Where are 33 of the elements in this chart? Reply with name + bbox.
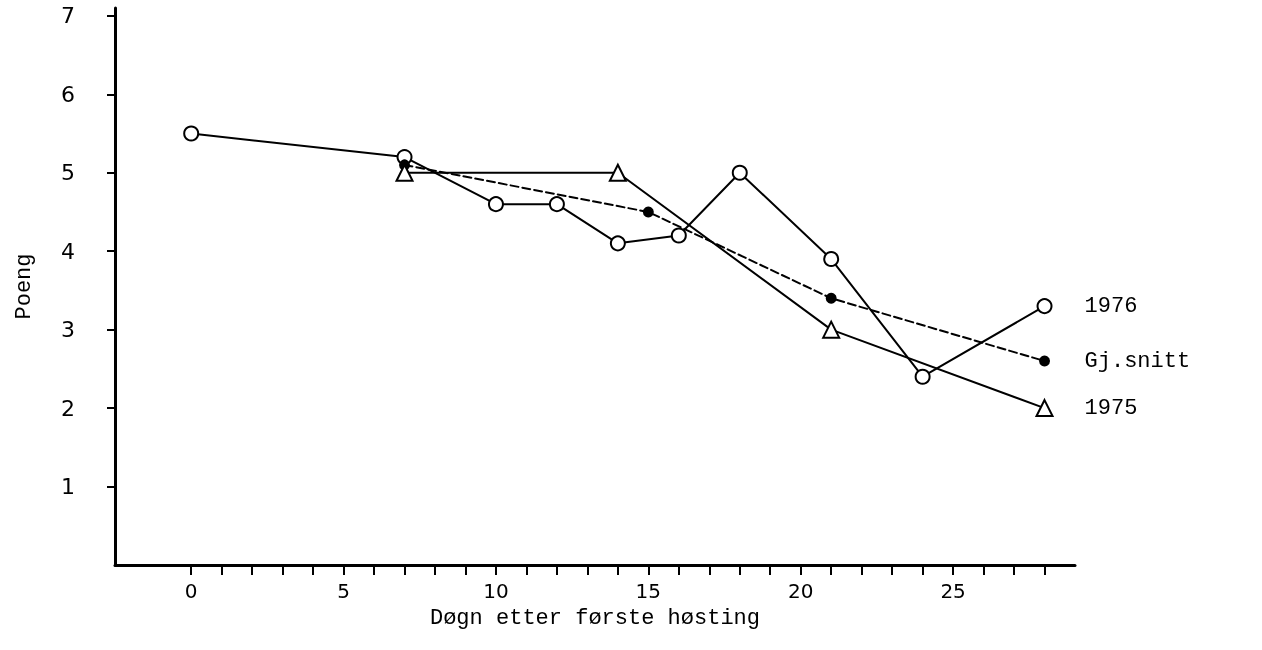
point (1036, 298, 1053, 315)
x-axis-title: Døgn etter første høsting (429, 605, 761, 631)
x-tick-label: 15 (635, 579, 662, 603)
x-tick-label: 20 (787, 579, 814, 603)
point (1039, 355, 1051, 367)
y-tick-label: 6 (61, 81, 75, 107)
point (609, 235, 626, 252)
point (548, 196, 565, 213)
x-tick-label: 0 (184, 579, 198, 603)
x-tick-label: 5 (337, 579, 350, 603)
point (823, 251, 840, 268)
y-tick-label: 7 (61, 3, 75, 29)
y-tick-label: 3 (61, 317, 75, 343)
point (731, 164, 748, 181)
series-label: 1976 (1084, 293, 1138, 319)
x-tick-label: 25 (940, 579, 966, 603)
y-tick-label: 4 (61, 238, 75, 264)
point (914, 368, 931, 385)
y-tick-label: 5 (61, 160, 75, 186)
y-axis-title: Poeng (11, 253, 37, 320)
point (487, 196, 504, 213)
point (642, 206, 654, 218)
point (1035, 399, 1054, 418)
series-label: 1975 (1084, 395, 1138, 421)
point (670, 227, 687, 244)
series-label: Gj.snitt (1084, 348, 1191, 374)
point (822, 320, 841, 339)
y-tick-label: 2 (61, 395, 75, 421)
point (608, 163, 627, 182)
y-tick-label: 1 (61, 474, 75, 500)
x-tick-label: 10 (483, 579, 509, 603)
point (825, 292, 837, 304)
point (183, 125, 200, 142)
